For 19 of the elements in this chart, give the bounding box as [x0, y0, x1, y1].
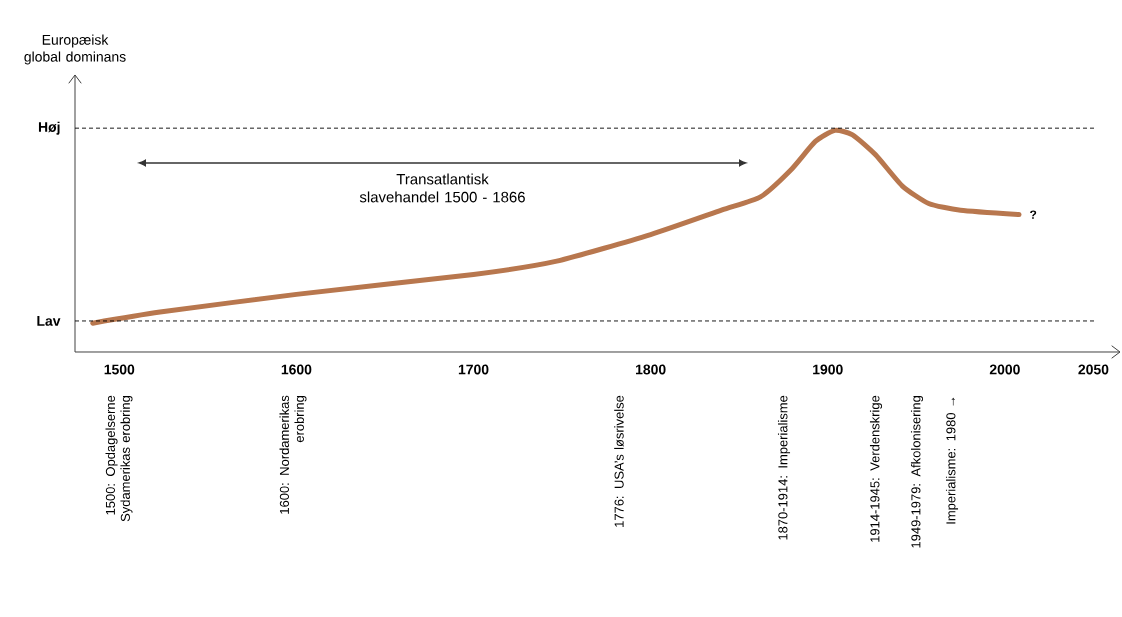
text: 1500: Opdagelserne Sydamerikas erobring — [105, 395, 133, 522]
annotation: ? — [1030, 210, 1037, 219]
x-tick-label: 1800 — [636, 364, 666, 375]
text: Imperialisme: 1980 → — [945, 397, 959, 524]
x-tick-label: 2000 — [989, 364, 1020, 375]
text: 1914-1945: Verdenskrige — [869, 395, 883, 542]
text: 1600: Nordamerikas erobring — [279, 395, 307, 514]
text: 1776: USA’s løsrivelse — [614, 395, 624, 527]
y-axis-title: Europæisk global dominans — [24, 34, 126, 65]
text: 1870-1914: Imperialisme — [777, 395, 791, 540]
x-tick-label: 1900 — [813, 364, 843, 375]
x-tick-label: 1500 — [104, 364, 135, 375]
ref-line-label: Høj — [38, 121, 60, 135]
x-tick-label: 1700 — [458, 364, 489, 375]
x-tick-label: 1600 — [281, 364, 312, 375]
annotation: Transatlantisk slavehandel 1500 - 1866 — [359, 173, 525, 203]
x-tick-label: 2050 — [1078, 364, 1109, 375]
ref-line-label: Lav — [37, 316, 61, 326]
text: 1949-1979: Afkolonisering — [910, 396, 924, 548]
